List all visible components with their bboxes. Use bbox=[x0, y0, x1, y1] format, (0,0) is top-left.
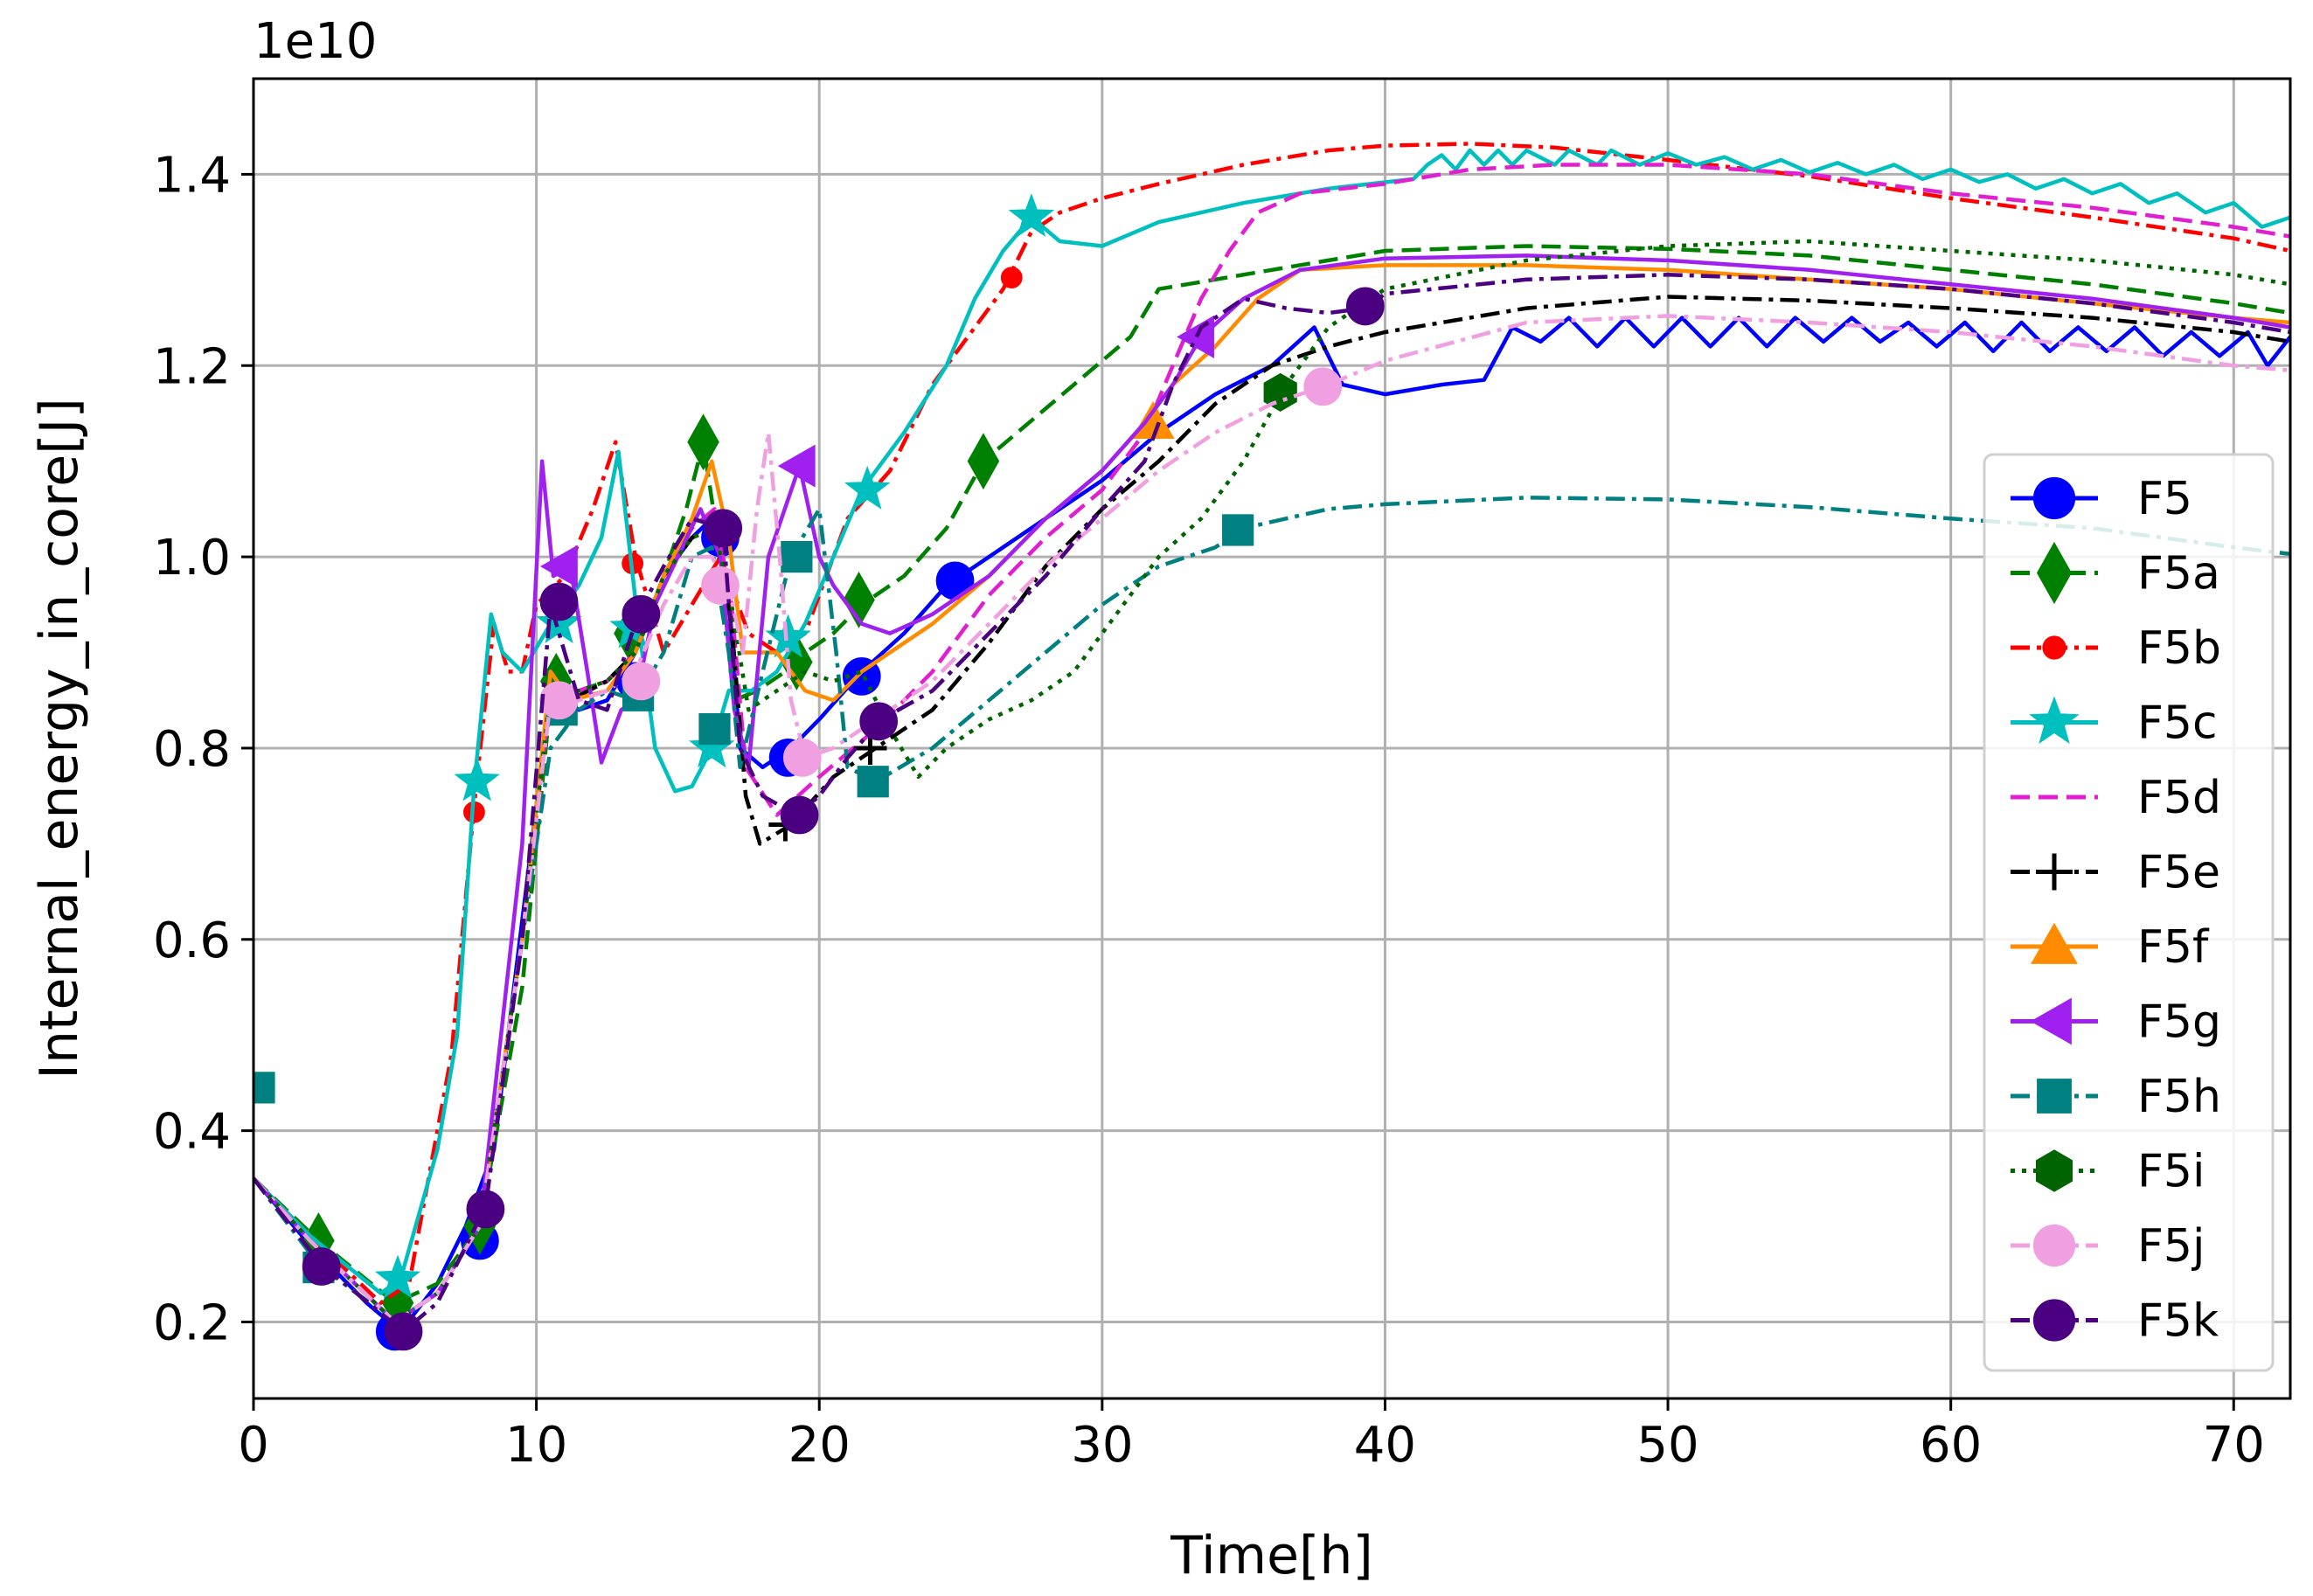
series-layer bbox=[254, 142, 2290, 1351]
series-marker-f5j bbox=[1303, 367, 1343, 406]
plot-frame bbox=[252, 77, 2292, 1400]
series-marker-f5k bbox=[302, 1247, 341, 1286]
series-marker-f5k bbox=[384, 1312, 423, 1351]
legend-label-f5e: F5e bbox=[2137, 847, 2220, 899]
x-axis-title: Time[h] bbox=[1170, 1525, 1373, 1586]
series-marker-f5c bbox=[1008, 193, 1055, 237]
y-tick-label: 1.0 bbox=[153, 530, 231, 586]
x-tick-label: 70 bbox=[2203, 1417, 2265, 1474]
series-marker-f5k bbox=[622, 594, 661, 634]
legend-label-f5d: F5d bbox=[2137, 772, 2221, 824]
series-line-f5k bbox=[254, 273, 2290, 1334]
series-f5j bbox=[254, 314, 2290, 1324]
x-axis: 0 10 20 30 40 50 60 70 bbox=[238, 1398, 2265, 1474]
series-marker-f5b bbox=[1000, 267, 1023, 288]
legend-label-f5g: F5g bbox=[2137, 996, 2221, 1049]
series-marker-f5c bbox=[374, 1254, 421, 1299]
series-marker-f5k bbox=[539, 582, 579, 621]
legend-marker-f5a bbox=[2036, 541, 2073, 605]
legend-box bbox=[1983, 453, 2275, 1372]
legend-item-f5c: F5c bbox=[2011, 696, 2218, 750]
legend-marker-f5k bbox=[2032, 1299, 2076, 1342]
x-tick-label: 60 bbox=[1920, 1417, 1982, 1474]
series-marker-f5c bbox=[536, 600, 582, 644]
series-marker-f5k bbox=[780, 795, 819, 835]
series-marker-f5j bbox=[622, 662, 661, 701]
series-marker-f5g bbox=[777, 444, 816, 488]
legend-item-f5a: F5a bbox=[2011, 541, 2220, 605]
x-tick-label: 20 bbox=[788, 1417, 851, 1474]
legend-label-f5b: F5b bbox=[2137, 622, 2221, 675]
series-marker-f5a bbox=[843, 571, 875, 628]
legend-item-f5e: F5e bbox=[2011, 847, 2220, 899]
y-axis: 0.2 0.4 0.6 0.8 1.0 1.2 1.4 bbox=[153, 147, 254, 1351]
legend-item-f5i: F5i bbox=[2011, 1146, 2205, 1198]
series-marker-f5h bbox=[857, 766, 889, 798]
series-marker-f5k bbox=[466, 1190, 505, 1229]
series-line-f5e bbox=[254, 295, 2290, 1324]
legend-item-f5f: F5f bbox=[2011, 921, 2210, 974]
series-marker-f5j bbox=[539, 681, 579, 720]
x-tick-label: 30 bbox=[1071, 1417, 1133, 1474]
x-tick-label: 40 bbox=[1354, 1417, 1416, 1474]
legend-label-f5: F5 bbox=[2137, 473, 2192, 525]
series-line-f5f bbox=[254, 263, 2290, 1324]
legend-item-f5h: F5h bbox=[2011, 1071, 2221, 1123]
legend-label-f5j: F5j bbox=[2137, 1220, 2205, 1273]
series-marker-f5k bbox=[1345, 287, 1385, 326]
series-line-f5h bbox=[254, 496, 2290, 1324]
x-tick-label: 10 bbox=[505, 1417, 567, 1474]
series-marker-f5k bbox=[704, 509, 743, 548]
legend-marker-f5i bbox=[2036, 1149, 2073, 1192]
x-tick-label: 0 bbox=[238, 1417, 269, 1474]
series-marker-f5j bbox=[782, 738, 822, 777]
series-marker-f5c bbox=[454, 757, 500, 801]
legend-item-f5j: F5j bbox=[2011, 1220, 2205, 1273]
series-marker-f5g bbox=[539, 545, 578, 588]
series-f5k bbox=[254, 273, 2290, 1351]
series-marker-f5a bbox=[967, 433, 1000, 490]
legend-item-f5d: F5d bbox=[2011, 772, 2221, 824]
series-marker-f5h bbox=[254, 1072, 275, 1104]
series-marker-f5i bbox=[1263, 372, 1297, 412]
legend-marker-f5b bbox=[2042, 635, 2066, 660]
y-tick-label: 0.8 bbox=[153, 721, 231, 778]
legend-marker-f5g bbox=[2030, 997, 2072, 1045]
y-tick-label: 0.6 bbox=[153, 912, 231, 969]
legend-label-f5i: F5i bbox=[2137, 1146, 2205, 1198]
series-marker-f5h bbox=[781, 541, 813, 573]
series-marker-f5j bbox=[701, 566, 740, 605]
legend-marker-f5j bbox=[2032, 1224, 2076, 1267]
y-tick-label: 0.4 bbox=[153, 1104, 231, 1161]
y-tick-label: 1.2 bbox=[153, 338, 231, 395]
legend: F5 F5a F5b F5c F5d F5e F5f F5g F5h F5i F5j F5k bbox=[1983, 453, 2275, 1372]
legend-label-f5f: F5f bbox=[2137, 921, 2210, 974]
legend-item-f5b: F5b bbox=[2011, 622, 2221, 675]
series-marker-f5h bbox=[1222, 514, 1254, 546]
legend-item-f5g: F5g bbox=[2011, 996, 2221, 1049]
y-tick-label: 1.4 bbox=[153, 147, 231, 204]
legend-item-f5k: F5k bbox=[2011, 1295, 2219, 1348]
series-marker-f5k bbox=[859, 702, 899, 741]
series-marker-f5a bbox=[687, 413, 719, 471]
series-marker-f5c bbox=[844, 465, 891, 510]
legend-item-f5: F5 bbox=[2011, 473, 2192, 525]
legend-label-f5h: F5h bbox=[2137, 1071, 2221, 1123]
series-line-f5c bbox=[254, 148, 2290, 1295]
legend-marker-f5f bbox=[2031, 922, 2078, 964]
y-axis-title: Internal_energy_in_core[J] bbox=[29, 398, 90, 1079]
legend-label-f5a: F5a bbox=[2137, 548, 2220, 600]
y-offset-label: 1e10 bbox=[254, 13, 377, 70]
legend-label-f5k: F5k bbox=[2137, 1295, 2219, 1348]
legend-marker-f5c bbox=[2029, 696, 2080, 744]
y-tick-label: 0.2 bbox=[153, 1294, 231, 1351]
x-tick-label: 50 bbox=[1636, 1417, 1698, 1474]
series-line-f5g bbox=[254, 253, 2290, 1324]
legend-label-f5c: F5c bbox=[2137, 697, 2218, 750]
legend-marker-f5h bbox=[2037, 1079, 2072, 1114]
legend-marker-f5e bbox=[2036, 853, 2073, 891]
series-marker-f5h bbox=[698, 712, 731, 746]
legend-marker-f5 bbox=[2032, 476, 2076, 520]
